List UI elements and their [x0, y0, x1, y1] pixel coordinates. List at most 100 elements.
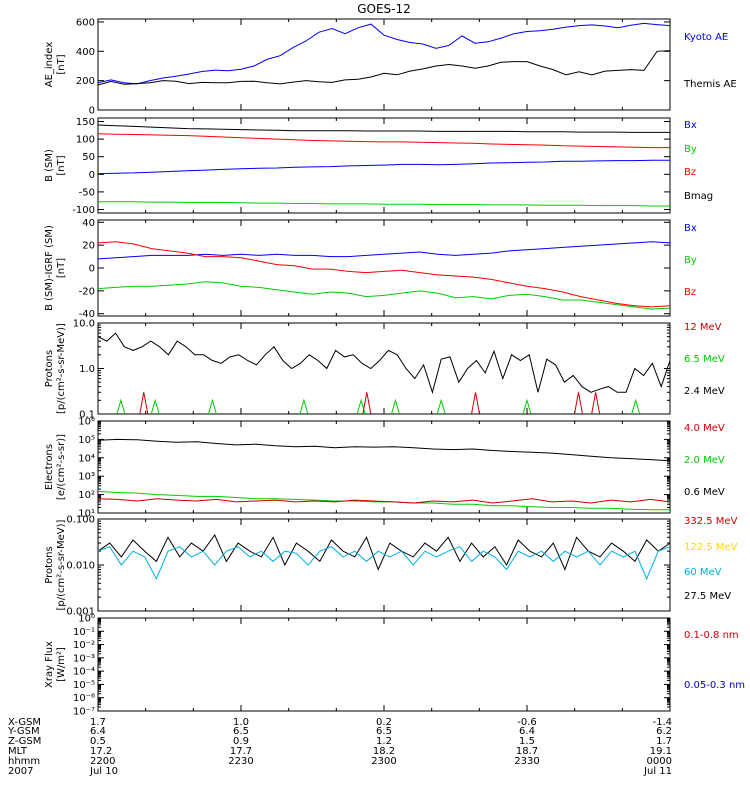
y-tick-label: 0 — [89, 264, 95, 275]
y-tick-label: 0 — [89, 106, 95, 117]
ephemeris-value: 0000 — [647, 756, 672, 767]
panel-frame — [97, 322, 671, 415]
y-tick-label: 0 — [89, 170, 95, 181]
y-axis-label: B (SM) — [44, 149, 55, 182]
legend-entry: Bx — [684, 120, 697, 131]
panel-frame — [97, 18, 671, 111]
y-tick-label: 50 — [82, 152, 95, 163]
panel-6: 0.001 0.010 0.100 Protons [p/(cm²-s-sr-MeV)]… — [44, 515, 738, 618]
ephemeris-value: 2200 — [90, 756, 115, 767]
y-tick-label: 10² — [78, 490, 95, 501]
ephemeris-row-label: hhmm — [8, 756, 40, 767]
legend-entry: Bmag — [684, 191, 713, 202]
ephemeris-value: 6.4 — [519, 726, 535, 737]
legend-entry: 0.05-0.3 nm — [684, 680, 745, 691]
legend-entry: 0.1-0.8 nm — [684, 630, 739, 641]
y-tick-label: 10⁻² — [73, 640, 95, 651]
series-6-5-mev — [150, 398, 160, 415]
ephemeris-row-label: Y-GSM — [7, 726, 40, 737]
series-2-4-mev — [97, 332, 671, 395]
y-tick-label: -40 — [79, 309, 95, 320]
y-tick-label: 0.010 — [66, 561, 95, 572]
ephemeris-value: 1.0 — [233, 717, 249, 728]
y-tick-label: -100 — [72, 205, 95, 216]
series-themis-ae — [97, 50, 671, 86]
y-tick-label: 200 — [76, 76, 95, 87]
ephemeris-value: 1.5 — [519, 736, 535, 747]
panel-2: -100 -50 0 50 100 150 B (SM) [nT] Bx By Bz Bmag — [44, 117, 713, 216]
series-6-5-mev — [631, 398, 641, 415]
ephemeris-value: 6.4 — [90, 726, 106, 737]
ephemeris-value: 2330 — [514, 756, 539, 767]
series-bx — [97, 241, 671, 260]
y-tick-label: 0.1 — [79, 410, 95, 421]
legend-entry: 332.5 MeV — [684, 516, 738, 527]
ephemeris-value: Jul 10 — [89, 766, 118, 777]
legend-entry: 2.0 MeV — [684, 455, 725, 466]
y-tick-label: 20 — [82, 241, 95, 252]
y-tick-label: 10¹ — [78, 509, 95, 520]
y-tick-label: 400 — [76, 47, 95, 58]
y-axis-label: [W/m²] — [56, 647, 67, 682]
y-tick-label: 10⁻⁵ — [73, 680, 95, 691]
y-axis-label: Protons — [44, 546, 55, 583]
y-axis-label: B (SM)-IGRF (SM) — [44, 225, 55, 311]
ephemeris-value: 6.5 — [233, 726, 249, 737]
y-tick-label: 150 — [76, 117, 95, 128]
ephemeris-value: 1.7 — [656, 736, 672, 747]
series-6-5-mev — [436, 398, 446, 415]
ephemeris-row-label: MLT — [8, 746, 28, 757]
series-12-mev — [471, 392, 481, 415]
series-by — [98, 201, 670, 207]
y-tick-label: 10⁻⁴ — [73, 667, 95, 678]
y-tick-label: 10⁵ — [78, 435, 95, 446]
y-tick-label: 10⁻⁶ — [73, 693, 95, 704]
ephemeris-value: -0.6 — [517, 717, 537, 728]
series-27-5-mev — [97, 533, 671, 571]
ephemeris-row-label: 2007 — [8, 766, 33, 777]
figure-title: GOES-12 — [357, 2, 411, 16]
legend-entry: 6.5 MeV — [684, 354, 725, 365]
legend-entry: 60 MeV — [684, 567, 722, 578]
legend-entry: Themis AE — [683, 79, 737, 90]
ephemeris-row-label: Z-GSM — [8, 736, 41, 747]
y-tick-label: 40 — [82, 218, 95, 229]
series-4-0-mev — [97, 498, 671, 504]
ephemeris-value: 6.5 — [376, 726, 392, 737]
ephemeris-value: 17.7 — [230, 746, 252, 757]
series-12-mev — [591, 392, 601, 415]
series-12-mev — [139, 392, 149, 415]
y-tick-label: 10⁴ — [78, 453, 95, 464]
legend-entry: Bz — [684, 287, 696, 298]
legend-entry: Kyoto AE — [684, 32, 728, 43]
y-tick-label: 1.0 — [79, 364, 95, 375]
series-6-5-mev — [522, 398, 532, 415]
y-axis-label: Protons — [44, 350, 55, 387]
ephemeris-value: 18.7 — [516, 746, 538, 757]
ephemeris-value: 1.2 — [376, 736, 392, 747]
y-axis-label: Xray Flux — [44, 641, 55, 688]
y-tick-label: 10⁻¹ — [73, 627, 95, 638]
y-tick-label: 10⁻³ — [73, 653, 95, 664]
panel-1: 0 200 400 600 AE_index [nT] Kyoto AE Themis AE — [44, 17, 737, 116]
panel-5: 10¹ 10² 10³ 10⁴ 10⁵ 10⁶ Electrons [e/(cm²-s-sr)… — [44, 417, 725, 520]
legend-entry: 27.5 MeV — [684, 591, 731, 602]
y-tick-label: 10.0 — [73, 319, 95, 330]
y-tick-label: 10⁰ — [78, 614, 95, 625]
panel-4: 0.1 1.0 10.0 Protons [p/(cm²-s-sr-MeV)] 12 Me… — [44, 319, 725, 421]
legend-entry: 12 MeV — [684, 322, 722, 333]
y-axis-label: [nT] — [56, 155, 67, 175]
ephemeris-value: 1.7 — [90, 717, 106, 728]
series-bx — [97, 159, 670, 175]
y-axis-label: [p/(cm²-s-sr-MeV)] — [56, 323, 67, 414]
panel-3: -40 -20 0 20 40 B (SM)-IGRF (SM) [nT] Bx By Bz — [44, 218, 697, 320]
y-tick-label: 600 — [76, 17, 95, 28]
y-tick-label: 0.100 — [66, 515, 95, 526]
y-tick-label: -20 — [79, 286, 95, 297]
ephemeris-value: 6.2 — [656, 726, 672, 737]
series-12-mev — [362, 392, 372, 415]
y-axis-label: AE_index — [44, 42, 55, 88]
legend-entry: 0.6 MeV — [684, 487, 725, 498]
ephemeris-value: 18.2 — [373, 746, 395, 757]
